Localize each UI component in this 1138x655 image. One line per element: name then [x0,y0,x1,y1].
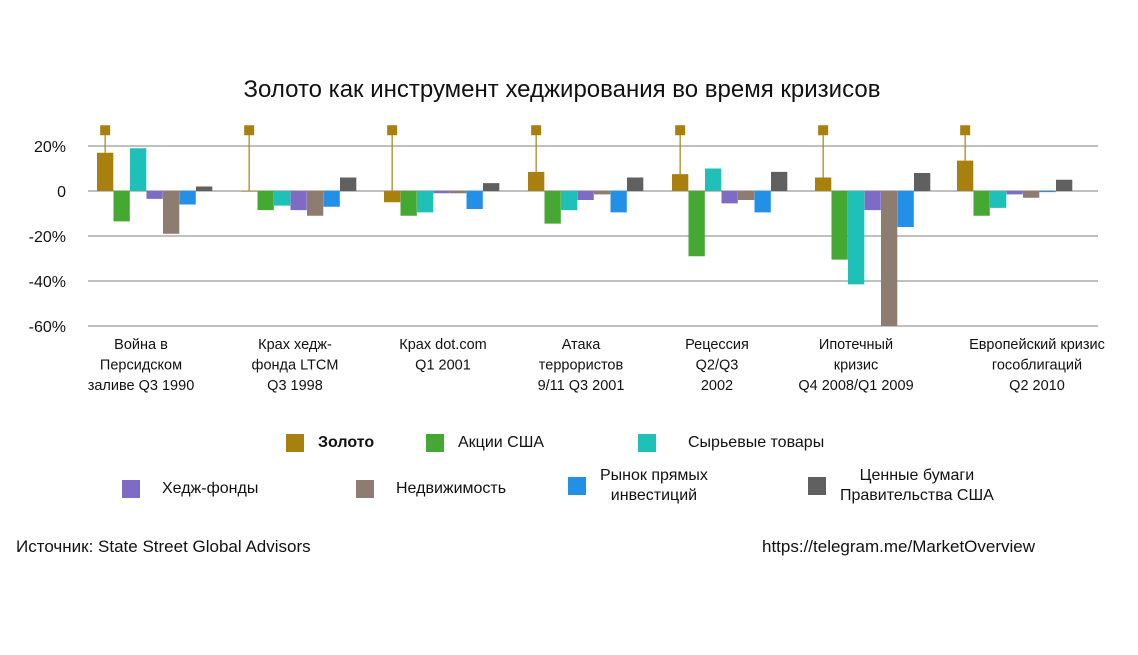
bar [881,191,898,326]
bar [1023,191,1040,198]
legend-item-private-equity: Рынок прямых инвестиций [568,466,708,506]
bar [914,173,931,191]
legend-label: Хедж-фонды [162,480,259,497]
category-label: Атака террористов 9/11 Q3 2001 [538,337,625,394]
gold-marker [387,125,398,136]
category-label: Европейский кризис гособлигаций Q2 2010 [969,337,1105,394]
bar [290,191,307,211]
bar [417,191,434,213]
legend-swatch [122,480,140,498]
y-tick-label: 20% [34,139,66,156]
bar [848,191,865,285]
y-tick-label: 0 [57,184,66,201]
bar [146,191,163,199]
bar [257,191,274,211]
legend-item-hedge-funds: Хедж-фонды [122,479,258,499]
legend-item-us-treasuries: Ценные бумаги Правительства США [808,466,994,506]
bar [433,191,450,194]
bar [738,191,755,200]
legend-label: Недвижимость [396,480,507,497]
bar [130,148,147,191]
gold-marker [244,125,255,136]
bar [831,191,848,260]
source-note: Источник: State Street Global Advisors [16,537,311,556]
bar [323,191,340,207]
bar [864,191,881,211]
legend-label-line: Рынок прямых [600,467,708,484]
legend-label: Акции США [458,434,545,451]
bar [897,191,914,227]
bar [627,177,644,191]
chart-title: Золото как инструмент хеджирования во вр… [244,76,881,103]
legend-label-line: Правительства США [840,487,994,504]
gold-marker [100,125,111,136]
bar [450,191,467,194]
bar [973,191,990,216]
bar [594,191,611,195]
bar [340,177,357,191]
legend-swatch [568,477,586,495]
bar [672,174,689,191]
bar [561,191,578,211]
bar [163,191,180,234]
legend-label: Сырьевые товары [688,434,825,451]
bar [113,191,130,222]
category-label: Война в Персидском заливе Q3 1990 [88,337,195,394]
bar [179,191,196,205]
gold-marker [531,125,542,136]
bar [528,171,545,191]
bar [754,191,771,213]
legend-swatch [426,434,444,452]
bar [1006,191,1023,195]
y-tick-label: -40% [29,274,66,291]
bar [307,191,324,216]
bar [990,191,1007,208]
bar [577,191,594,200]
bar [815,177,832,191]
gold-marker [675,125,686,136]
legend-label-line: Ценные бумаги [859,467,975,484]
legend-item-us-stocks: Акции США [426,433,544,453]
bar [483,183,500,191]
legend-swatch [808,477,826,495]
bar [957,160,974,191]
legend-label: Ценные бумаги Правительства США [840,466,994,506]
legend-swatch [286,434,304,452]
legend-label-line: инвестиций [610,487,698,504]
bar [721,191,738,204]
bar [196,186,213,191]
bar [384,191,401,203]
gold-marker [960,125,971,136]
bar [771,171,788,191]
category-label: Рецессия Q2/Q3 2002 [685,337,749,394]
bar [466,191,483,209]
y-tick-label: -20% [29,229,66,246]
bar [705,168,722,191]
category-label: Крах хедж-фонда LTCM Q3 1998 [252,337,339,394]
y-tick-label: -60% [29,319,66,336]
bar [241,191,258,192]
legend-swatch [356,480,374,498]
bar [97,152,114,191]
legend-item-gold: Золото [286,433,374,453]
telegram-link[interactable]: https://telegram.me/MarketOverview [762,537,1036,556]
legend-label: Золото [318,434,375,451]
legend-item-real-estate: Недвижимость [356,479,506,499]
category-label: Ипотечный кризис Q4 2008/Q1 2009 [798,337,913,394]
bar [1056,179,1073,191]
bar [274,191,291,206]
bar [544,191,561,224]
legend-item-commodities: Сырьевые товары [638,433,824,453]
bar [1039,191,1056,193]
bar [688,191,705,257]
bar [610,191,627,213]
legend-label: Рынок прямых инвестиций [600,466,708,506]
category-label: Крах dot.com Q1 2001 [399,337,486,374]
legend-swatch [638,434,656,452]
bar [400,191,417,216]
gold-marker [818,125,829,136]
